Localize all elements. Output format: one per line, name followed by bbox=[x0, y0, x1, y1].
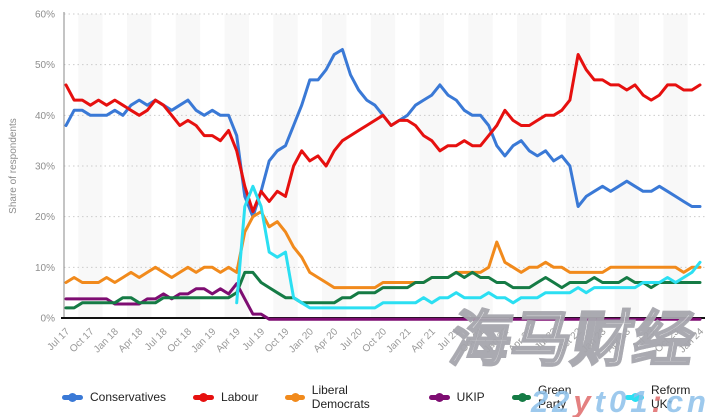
legend-marker-dot-icon bbox=[291, 392, 301, 402]
x-tick-label: Jan 24 bbox=[677, 326, 706, 355]
y-tick-label: 50% bbox=[35, 60, 55, 71]
y-tick-label: 60% bbox=[35, 10, 55, 21]
legend-marker-icon bbox=[193, 392, 215, 402]
legend-label: Labour bbox=[221, 390, 259, 404]
x-tick-label: Apr 20 bbox=[312, 326, 341, 355]
y-tick-label: 40% bbox=[35, 111, 55, 122]
background-band bbox=[370, 14, 396, 318]
legend: Conservatives Labour Liberal Democrats UKIP… bbox=[62, 383, 710, 411]
legend-marker-dot-icon bbox=[517, 392, 527, 402]
x-tick-label: Jan 20 bbox=[287, 326, 316, 355]
x-tick-label: Jan 21 bbox=[384, 326, 413, 355]
y-tick-label: 30% bbox=[35, 162, 55, 173]
x-tick-label: Oct 17 bbox=[68, 326, 97, 355]
legend-item-ukip[interactable]: UKIP bbox=[428, 390, 485, 404]
x-tick-label: Oct 20 bbox=[361, 326, 390, 355]
series-line-green-party[interactable] bbox=[64, 270, 702, 310]
legend-item-liberal-democrats[interactable]: Liberal Democrats bbox=[285, 383, 401, 411]
legend-marker-dot-icon bbox=[434, 392, 444, 402]
x-tick-label: Apr 19 bbox=[214, 326, 243, 355]
legend-item-green-party[interactable]: Green Party bbox=[511, 383, 598, 411]
x-tick-label: Apr 18 bbox=[117, 326, 146, 355]
x-tick-label: Jan 18 bbox=[92, 326, 121, 355]
background-band bbox=[126, 14, 152, 318]
x-tick-label: Apr 21 bbox=[409, 326, 438, 355]
x-tick-label: Oct 21 bbox=[458, 326, 487, 355]
legend-marker-icon bbox=[285, 392, 305, 402]
x-tick-label: Oct 18 bbox=[165, 326, 194, 355]
x-tick-label: Jan 22 bbox=[482, 326, 511, 355]
legend-label: Green Party bbox=[538, 383, 572, 411]
y-axis-title: Share of respondents bbox=[8, 118, 19, 214]
legend-marker-dot-icon bbox=[199, 392, 209, 402]
series-line-liberal-democrats[interactable] bbox=[64, 210, 702, 290]
x-tick-label: Oct 23 bbox=[653, 326, 682, 355]
legend-marker-icon bbox=[62, 392, 83, 402]
y-tick-label: 10% bbox=[35, 263, 55, 274]
background-band bbox=[419, 14, 444, 318]
legend-label: Liberal Democrats bbox=[311, 383, 370, 411]
x-tick-label: Apr 22 bbox=[507, 326, 536, 355]
y-tick-label: 0% bbox=[41, 314, 56, 325]
legend-label: Conservatives bbox=[90, 390, 167, 404]
legend-marker-icon bbox=[511, 392, 532, 402]
series-line-labour[interactable] bbox=[64, 53, 702, 214]
legend-item-conservatives[interactable]: Conservatives bbox=[62, 390, 166, 404]
x-tick-label: Oct 19 bbox=[263, 326, 292, 355]
series-line-reform-uk[interactable] bbox=[235, 184, 702, 310]
background-band bbox=[78, 14, 103, 318]
legend-marker-icon bbox=[428, 392, 450, 402]
legend-label: UKIP bbox=[456, 390, 485, 404]
x-tick-label: Oct 22 bbox=[556, 326, 585, 355]
legend-marker-dot-icon bbox=[630, 392, 640, 402]
legend-marker-dot-icon bbox=[68, 392, 77, 402]
legend-item-labour[interactable]: Labour bbox=[193, 390, 258, 404]
legend-marker-icon bbox=[624, 392, 644, 402]
x-tick-label: Jan 19 bbox=[189, 326, 218, 355]
legend-item-reform-uk[interactable]: Reform UK* bbox=[624, 383, 710, 411]
legend-label: Reform UK* bbox=[651, 383, 691, 411]
x-tick-label: Jan 23 bbox=[580, 326, 609, 355]
x-tick-label: Apr 23 bbox=[604, 326, 633, 355]
y-tick-label: 20% bbox=[35, 212, 55, 223]
